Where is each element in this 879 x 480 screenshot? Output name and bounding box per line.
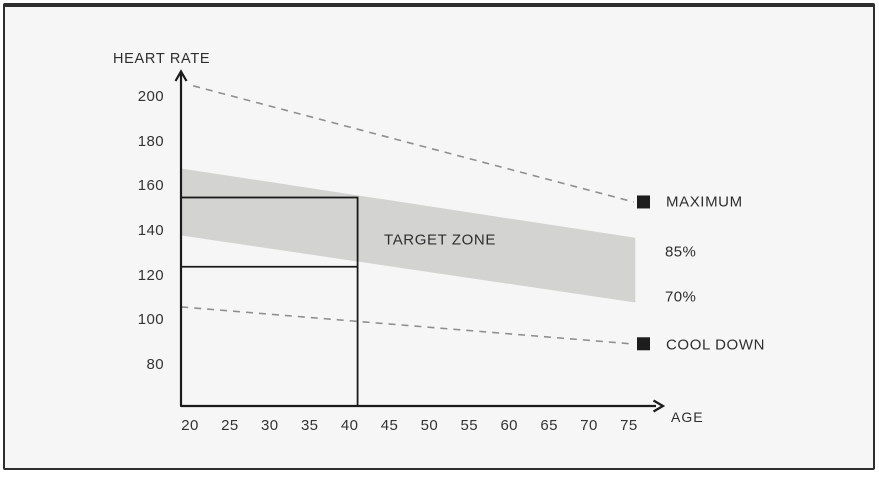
y-tick-label: 140 bbox=[137, 221, 164, 239]
x-tick-label: 75 bbox=[620, 417, 638, 434]
x-axis-arrow-icon bbox=[652, 399, 666, 413]
lower-band-percent-label: 70% bbox=[665, 288, 697, 306]
x-tick-label: 20 bbox=[181, 417, 199, 434]
cool-down-marker bbox=[637, 337, 650, 351]
x-tick-label: 25 bbox=[221, 417, 239, 434]
x-tick-label: 70 bbox=[580, 417, 598, 434]
x-tick-label: 60 bbox=[500, 417, 518, 434]
maximum-marker bbox=[637, 195, 650, 209]
y-tick-label: 100 bbox=[137, 311, 164, 329]
chart-title: HEART RATE bbox=[113, 51, 211, 67]
maximum-dashed-line bbox=[192, 85, 634, 203]
y-tick-label: 200 bbox=[137, 88, 164, 105]
y-axis-arrow-icon bbox=[174, 69, 188, 82]
x-tick-label: 45 bbox=[380, 417, 399, 434]
y-tick-label: 180 bbox=[137, 132, 164, 150]
target-zone-band bbox=[181, 168, 636, 303]
upper-band-percent-label: 85% bbox=[665, 243, 697, 261]
maximum-line-label: MAXIMUM bbox=[666, 193, 743, 211]
cool-down-dashed-line bbox=[181, 306, 631, 345]
x-tick-label: 50 bbox=[420, 417, 439, 434]
x-tick-label: 35 bbox=[300, 417, 319, 434]
x-tick-label: 65 bbox=[540, 417, 558, 434]
y-tick-label: 80 bbox=[146, 355, 164, 373]
target-zone-label: TARGET ZONE bbox=[384, 231, 496, 249]
x-tick-label: 55 bbox=[460, 417, 479, 434]
y-tick-label: 120 bbox=[137, 266, 164, 284]
x-tick-label: 30 bbox=[261, 417, 279, 434]
y-tick-label: 160 bbox=[137, 177, 164, 195]
x-tick-label: 40 bbox=[340, 417, 359, 434]
x-axis-label: AGE bbox=[671, 409, 704, 425]
cool-down-line-label: COOL DOWN bbox=[666, 336, 766, 354]
